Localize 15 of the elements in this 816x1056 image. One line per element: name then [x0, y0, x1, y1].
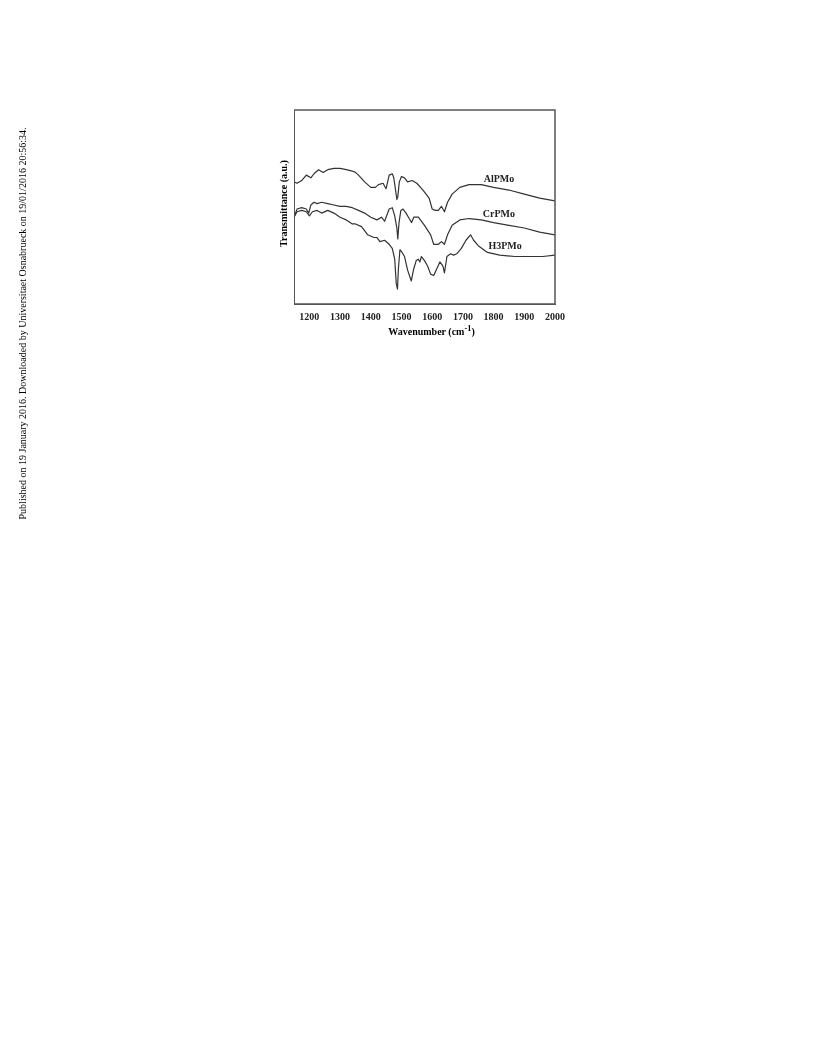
x-tick-label: 1800	[483, 310, 504, 322]
series-label: CrPMo	[482, 208, 516, 220]
x-tick-label: 1400	[360, 310, 381, 322]
x-tick-label: 2000	[545, 310, 565, 322]
text: Published on 19 January 2016. Downloaded by Universitaet Osnabrueck on 19/01/2016 20:56:34.	[16, 126, 28, 522]
x-tick-label: 1600	[422, 310, 443, 322]
x-tick-label: 1200	[299, 310, 320, 322]
series-label: H3PMo	[488, 239, 522, 251]
x-tick-label: 1500	[391, 310, 412, 322]
x-axis-title: Wavenumber (cm$^{-1}$)	[387, 324, 476, 338]
series-label: AlPMo	[483, 173, 515, 185]
y-axis-title: Transmittance (a.u.)	[277, 159, 289, 247]
x-tick-label: 1900	[514, 310, 535, 322]
x-tick-label: 1700	[452, 310, 473, 322]
x-tick-label: 1300	[330, 310, 351, 322]
